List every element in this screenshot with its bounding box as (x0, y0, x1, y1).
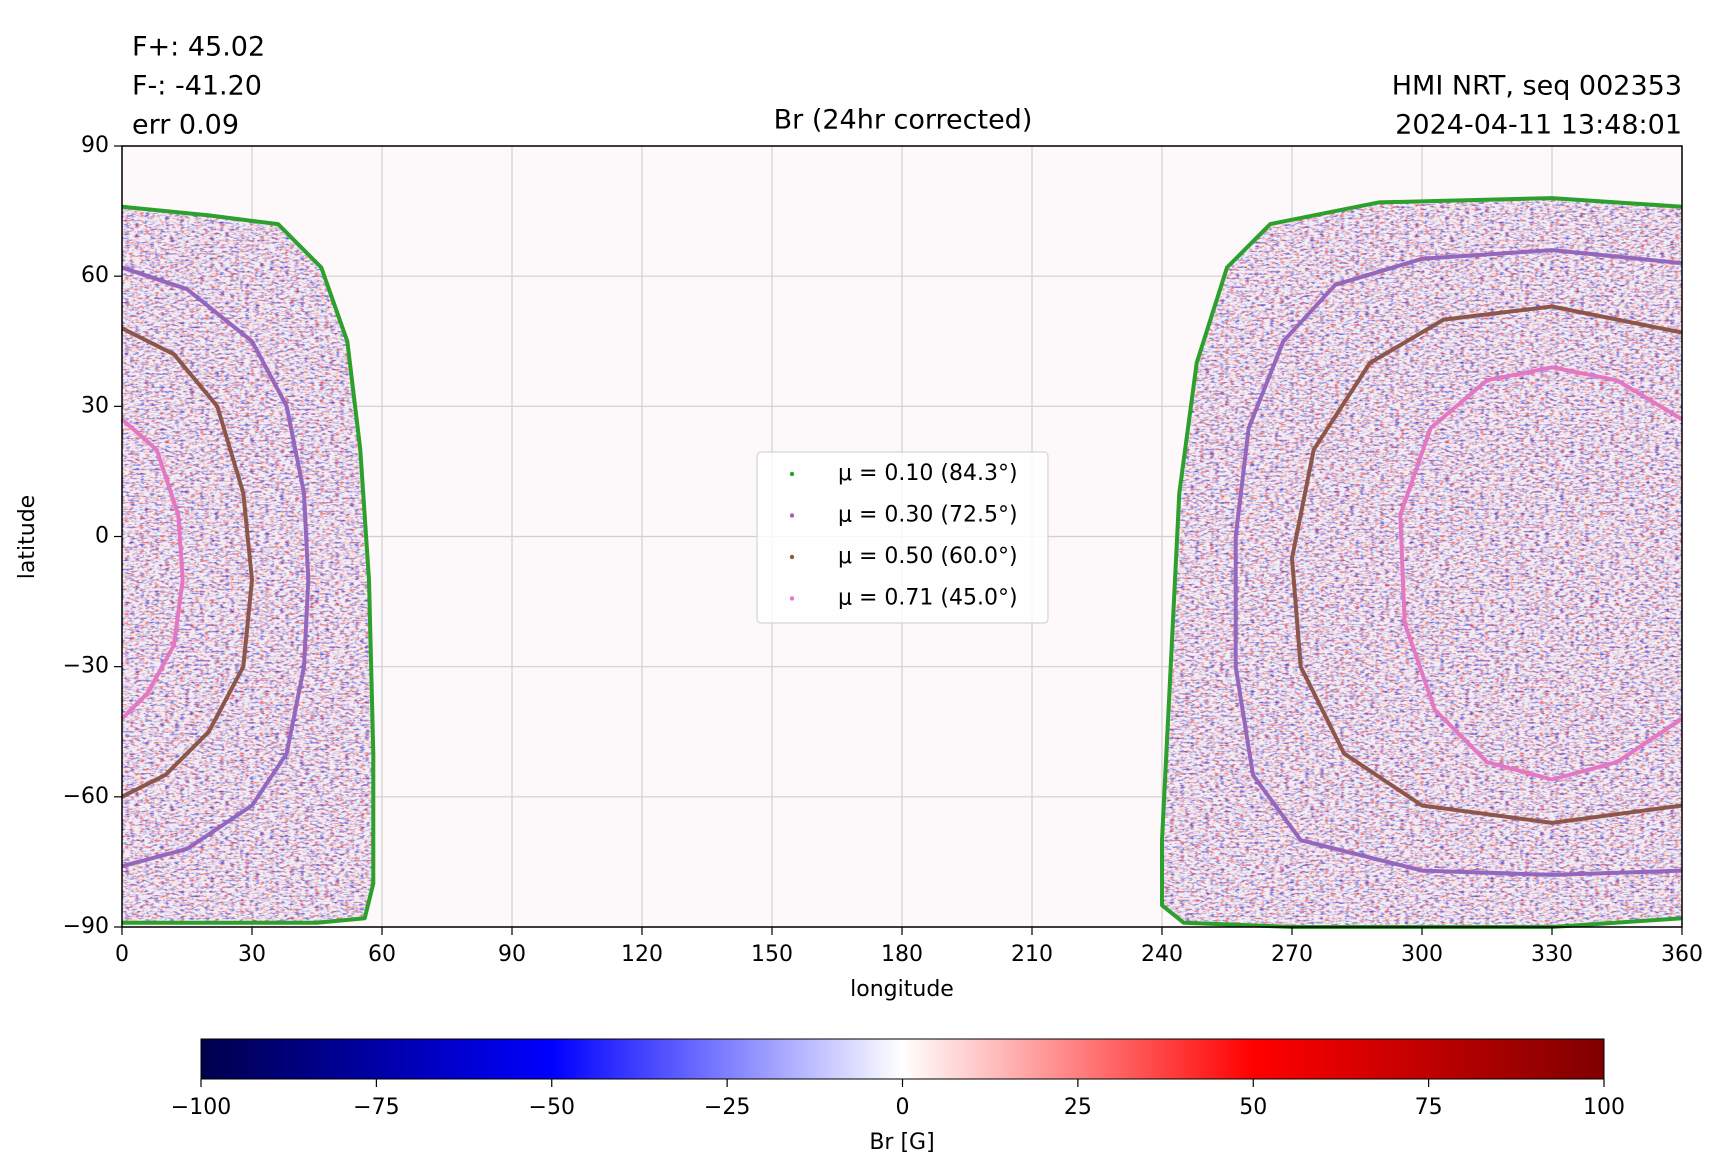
x-tick-label: 360 (1661, 942, 1703, 967)
x-tick-label: 60 (368, 942, 396, 967)
annotation: err 0.09 (132, 110, 239, 141)
legend-label: μ = 0.10 (84.3°) (838, 461, 1018, 486)
colorbar-tick-label: 25 (1064, 1095, 1092, 1120)
colorbar-tick-label: 75 (1415, 1095, 1443, 1120)
legend-marker (789, 513, 795, 518)
x-axis-label: longitude (850, 977, 954, 1002)
x-tick-label: 90 (498, 942, 526, 967)
legend-marker (789, 554, 795, 560)
y-tick-label: 30 (81, 393, 109, 418)
annotation: HMI NRT, seq 002353 (1392, 71, 1682, 102)
x-tick-label: 210 (1011, 942, 1053, 967)
y-tick-label: 90 (81, 133, 109, 158)
x-tick-label: 0 (115, 942, 129, 967)
x-tick-label: 150 (751, 942, 793, 967)
x-tick-label: 180 (881, 942, 923, 967)
colorbar-tick-label: 100 (1583, 1095, 1625, 1120)
annotation: F-: -41.20 (132, 71, 262, 102)
legend-box (756, 451, 1049, 624)
x-tick-label: 270 (1271, 942, 1313, 967)
colorbar-tick-label: 0 (896, 1095, 910, 1120)
colorbar-tick-label: 50 (1239, 1095, 1267, 1120)
y-tick-label: −60 (63, 784, 109, 809)
y-tick-label: 60 (81, 263, 109, 288)
y-axis-label: latitude (15, 495, 40, 579)
chart-title: Br (24hr corrected) (774, 105, 1033, 136)
x-tick-label: 300 (1401, 942, 1443, 967)
colorbar-tick-label: −50 (529, 1095, 575, 1120)
legend-label: μ = 0.50 (60.0°) (838, 544, 1018, 569)
legend-label: μ = 0.30 (72.5°) (838, 503, 1018, 528)
legend-label: μ = 0.71 (45.0°) (838, 586, 1018, 611)
legend-marker (789, 596, 795, 601)
x-tick-label: 120 (621, 942, 663, 967)
annotation: F+: 45.02 (132, 32, 265, 63)
x-tick-label: 240 (1141, 942, 1183, 967)
colorbar-label: Br [G] (869, 1130, 934, 1152)
y-tick-label: −30 (63, 654, 109, 679)
x-tick-label: 330 (1531, 942, 1573, 967)
colorbar-tick-label: −75 (353, 1095, 399, 1120)
legend-marker (789, 471, 795, 477)
colorbar (200, 1038, 1605, 1080)
colorbar-tick-label: −100 (171, 1095, 231, 1120)
mu-contour (121, 304, 1683, 825)
x-tick-label: 30 (238, 942, 266, 967)
annotation: 2024-04-11 13:48:01 (1395, 110, 1682, 141)
mu-contour (121, 248, 1683, 877)
y-tick-label: −90 (63, 914, 109, 939)
legend: μ = 0.10 (84.3°) μ = 0.30 (72.5°) μ = 0.50… (756, 451, 1049, 624)
colorbar-tick-label: −25 (704, 1095, 750, 1120)
y-tick-label: 0 (95, 524, 109, 549)
mu-contour (120, 365, 1684, 782)
